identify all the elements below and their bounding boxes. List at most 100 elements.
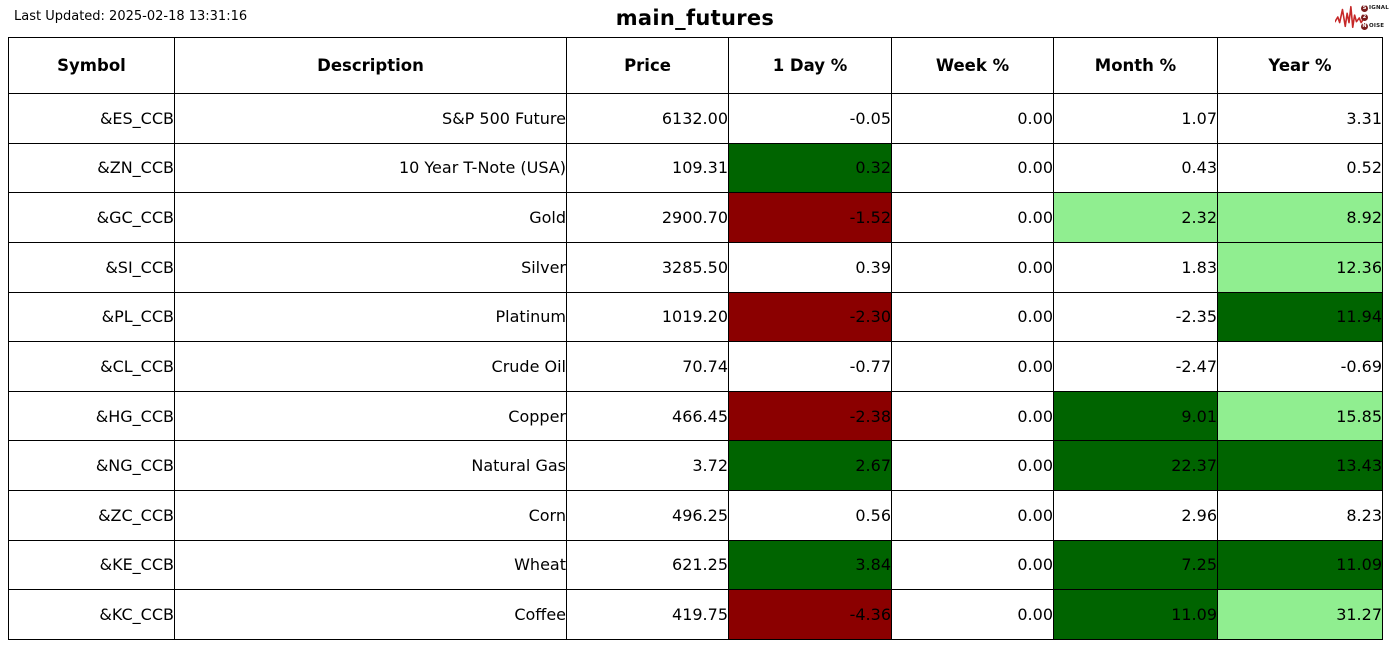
cell-1-day-pct: -2.30	[728, 291, 892, 343]
cell-week-pct: 0.00	[891, 93, 1054, 144]
cell-description: S&P 500 Future	[174, 93, 567, 144]
cell-year-pct: 8.92	[1217, 192, 1383, 243]
cell-1-day-pct: -2.38	[728, 390, 892, 442]
futures-table: Symbol Description Price 1 Day % Week % Month…	[8, 37, 1383, 640]
table-row: &CL_CCB Crude Oil 70.74 -0.77 0.00 -2.47 -0.69	[8, 341, 1383, 392]
cell-month-pct: 2.96	[1053, 490, 1218, 541]
cell-week-pct: 0.00	[891, 440, 1054, 491]
cell-week-pct: 0.00	[891, 490, 1054, 541]
cell-symbol: &ZN_CCB	[8, 142, 175, 194]
cell-price: 70.74	[566, 341, 729, 392]
logo-row-noise: N OISE	[1361, 22, 1387, 30]
cell-symbol: &PL_CCB	[8, 291, 175, 343]
cell-year-pct: 15.85	[1217, 390, 1383, 442]
logo-badge-n: N	[1361, 22, 1368, 30]
cell-year-pct: 11.09	[1217, 539, 1383, 591]
cell-symbol: &HG_CCB	[8, 390, 175, 442]
table-row: &ZC_CCB Corn 496.25 0.56 0.00 2.96 8.23	[8, 490, 1383, 541]
cell-year-pct: -0.69	[1217, 341, 1383, 392]
cell-year-pct: 3.31	[1217, 93, 1383, 144]
cell-week-pct: 0.00	[891, 291, 1054, 343]
column-header-month: Month %	[1053, 37, 1218, 94]
table-row: &ZN_CCB 10 Year T-Note (USA) 109.31 0.32 0.0…	[8, 142, 1383, 194]
cell-year-pct: 11.94	[1217, 291, 1383, 343]
cell-symbol: &KC_CCB	[8, 589, 175, 640]
cell-price: 496.25	[566, 490, 729, 541]
cell-1-day-pct: 0.39	[728, 241, 892, 293]
table-row: &GC_CCB Gold 2900.70 -1.52 0.00 2.32 8.92	[8, 192, 1383, 243]
cell-price: 3.72	[566, 440, 729, 491]
logo-text: S IGNAL 2 N OISE	[1361, 4, 1389, 31]
cell-price: 3285.50	[566, 241, 729, 293]
cell-description: Gold	[174, 192, 567, 243]
logo-word-oise: OISE	[1369, 23, 1385, 29]
top-bar: Last Updated: 2025-02-18 13:31:16 main_f…	[0, 0, 1390, 37]
cell-price: 6132.00	[566, 93, 729, 144]
logo-badge-s: S	[1361, 4, 1368, 12]
cell-month-pct: -2.35	[1053, 291, 1218, 343]
cell-month-pct: 1.83	[1053, 241, 1218, 293]
cell-price: 419.75	[566, 589, 729, 640]
table-row: &KE_CCB Wheat 621.25 3.84 0.00 7.25 11.09	[8, 539, 1383, 591]
cell-symbol: &GC_CCB	[8, 192, 175, 243]
cell-price: 109.31	[566, 142, 729, 194]
cell-description: Natural Gas	[174, 440, 567, 491]
cell-year-pct: 31.27	[1217, 589, 1383, 640]
cell-week-pct: 0.00	[891, 192, 1054, 243]
column-header-year: Year %	[1217, 37, 1383, 94]
cell-symbol: &CL_CCB	[8, 341, 175, 392]
table-row: &NG_CCB Natural Gas 3.72 2.67 0.00 22.37 13.43	[8, 440, 1383, 491]
last-updated-timestamp: Last Updated: 2025-02-18 13:31:16	[14, 9, 248, 24]
logo-row-signal: S IGNAL	[1361, 4, 1389, 12]
cell-week-pct: 0.00	[891, 589, 1054, 640]
cell-symbol: &NG_CCB	[8, 440, 175, 491]
column-header-1-day: 1 Day %	[728, 37, 892, 94]
cell-description: Crude Oil	[174, 341, 567, 392]
table-row: &PL_CCB Platinum 1019.20 -2.30 0.00 -2.35 11.9…	[8, 291, 1383, 343]
cell-1-day-pct: 2.67	[728, 440, 892, 491]
column-header-symbol: Symbol	[8, 37, 175, 94]
cell-1-day-pct: -4.36	[728, 589, 892, 640]
cell-1-day-pct: -0.05	[728, 93, 892, 144]
cell-year-pct: 8.23	[1217, 490, 1383, 541]
cell-description: 10 Year T-Note (USA)	[174, 142, 567, 194]
cell-month-pct: 11.09	[1053, 589, 1218, 640]
cell-year-pct: 13.43	[1217, 440, 1383, 491]
column-header-price: Price	[566, 37, 729, 94]
cell-symbol: &ES_CCB	[8, 93, 175, 144]
cell-month-pct: 7.25	[1053, 539, 1218, 591]
cell-week-pct: 0.00	[891, 341, 1054, 392]
cell-month-pct: -2.47	[1053, 341, 1218, 392]
logo-badge-2: 2	[1361, 13, 1368, 21]
cell-description: Copper	[174, 390, 567, 442]
cell-week-pct: 0.00	[891, 390, 1054, 442]
cell-description: Wheat	[174, 539, 567, 591]
cell-1-day-pct: -1.52	[728, 192, 892, 243]
cell-week-pct: 0.00	[891, 142, 1054, 194]
table-row: &HG_CCB Copper 466.45 -2.38 0.00 9.01 15.85	[8, 390, 1383, 442]
logo-word-ignal: IGNAL	[1369, 5, 1389, 11]
cell-symbol: &ZC_CCB	[8, 490, 175, 541]
cell-month-pct: 0.43	[1053, 142, 1218, 194]
cell-price: 621.25	[566, 539, 729, 591]
column-header-description: Description	[174, 37, 567, 94]
cell-symbol: &SI_CCB	[8, 241, 175, 293]
cell-description: Silver	[174, 241, 567, 293]
column-header-week: Week %	[891, 37, 1054, 94]
cell-month-pct: 9.01	[1053, 390, 1218, 442]
cell-1-day-pct: 0.32	[728, 142, 892, 194]
cell-price: 1019.20	[566, 291, 729, 343]
table-row: &SI_CCB Silver 3285.50 0.39 0.00 1.83 12.36	[8, 241, 1383, 293]
cell-year-pct: 12.36	[1217, 241, 1383, 293]
cell-week-pct: 0.00	[891, 539, 1054, 591]
waveform-icon	[1335, 5, 1363, 29]
cell-symbol: &KE_CCB	[8, 539, 175, 591]
cell-year-pct: 0.52	[1217, 142, 1383, 194]
signal2noise-logo: S IGNAL 2 N OISE	[1335, 2, 1389, 32]
cell-price: 466.45	[566, 390, 729, 442]
cell-1-day-pct: -0.77	[728, 341, 892, 392]
table-row: &KC_CCB Coffee 419.75 -4.36 0.00 11.09 31.27	[8, 589, 1383, 640]
cell-1-day-pct: 3.84	[728, 539, 892, 591]
cell-month-pct: 1.07	[1053, 93, 1218, 144]
cell-description: Platinum	[174, 291, 567, 343]
